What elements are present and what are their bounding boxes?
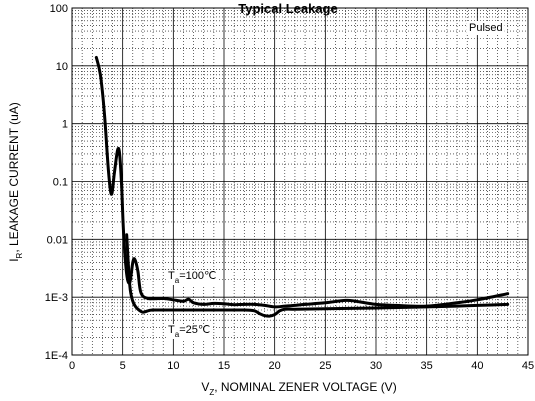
- pulsed-annotation: Pulsed: [469, 22, 503, 34]
- x-tick-label: 45: [522, 360, 534, 372]
- x-tick-label: 20: [269, 360, 281, 372]
- x-tick-label: 5: [120, 360, 126, 372]
- x-tick-label: 30: [370, 360, 382, 372]
- x-tick-label: 10: [167, 360, 179, 372]
- x-tick-label: 35: [421, 360, 433, 372]
- y-tick-label: 1E-3: [45, 292, 68, 304]
- x-axis-label-rest: , NOMINAL ZENER VOLTAGE (V): [214, 380, 396, 394]
- x-axis-label-sub: Z: [209, 388, 214, 397]
- series-label-100c-main: T: [168, 270, 175, 282]
- y-tick-label: 10: [56, 61, 68, 73]
- y-axis-label: IR, LEAKAGE CURRENT (uA): [7, 102, 24, 262]
- x-tick-label: 40: [471, 360, 483, 372]
- x-tick-label: 25: [319, 360, 331, 372]
- y-tick-label: 100: [50, 3, 68, 15]
- series-label-25c-rest: =25℃: [179, 324, 210, 336]
- series-layer: [94, 55, 510, 318]
- series-label-100c: Ta=100℃: [168, 270, 216, 285]
- x-tick-label: 15: [218, 360, 230, 372]
- series-line-100c: [94, 55, 510, 309]
- series-label-100c-background: [167, 270, 218, 285]
- y-tick-label: 1: [62, 119, 68, 131]
- y-tick-label: 1E-4: [45, 350, 68, 362]
- series-label-100c-sub: a: [175, 276, 180, 285]
- y-axis-label-rest: , LEAKAGE CURRENT (uA): [7, 102, 21, 252]
- series-line-25c: [125, 233, 510, 318]
- x-axis-label: VZ, NOMINAL ZENER VOLTAGE (V): [201, 380, 396, 397]
- series-label-25c: Ta=25℃: [168, 324, 210, 339]
- x-tick-labels: 0 5 10 15 20 25 30 35 40 45: [69, 360, 534, 372]
- series-label-25c-main: T: [168, 324, 175, 336]
- y-tick-label: 0.1: [53, 177, 68, 189]
- y-tick-label: 0.01: [47, 234, 68, 246]
- y-tick-labels: 1E-4 1E-3 0.01 0.1 1 10 100: [45, 3, 68, 362]
- x-tick-label: 0: [69, 360, 75, 372]
- y-axis-label-sub: R: [15, 252, 24, 258]
- plot-frame: [71, 7, 529, 356]
- x-axis-label-main: V: [201, 380, 209, 394]
- pulsed-annotation-background: [467, 21, 505, 35]
- series-label-100c-rest: =100℃: [179, 270, 216, 282]
- y-axis-label-main: I: [7, 258, 21, 261]
- series-label-25c-sub: a: [175, 330, 180, 339]
- series-label-25c-background: [167, 324, 212, 339]
